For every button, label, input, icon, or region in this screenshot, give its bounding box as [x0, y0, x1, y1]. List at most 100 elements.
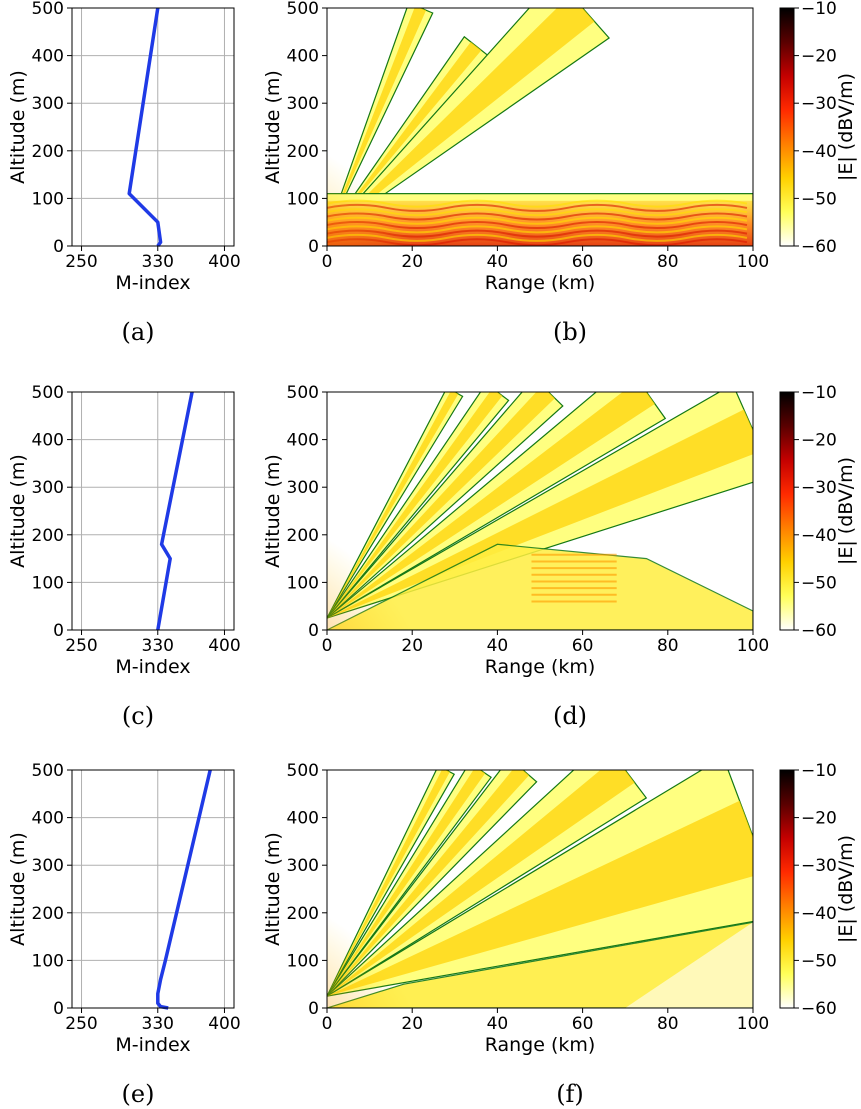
- panel-label: (e): [122, 1080, 155, 1108]
- field-lobe-core: [327, 409, 753, 619]
- colorbar-label: |E| (dBV/m): [835, 73, 857, 181]
- y-tick-label: 400: [287, 431, 319, 451]
- field-frame: [326, 7, 754, 247]
- colorbar-tick-label: −20: [801, 431, 837, 451]
- y-tick-label: 0: [53, 621, 64, 641]
- x-tick-label: 60: [572, 636, 594, 656]
- y-tick-label: 300: [32, 478, 64, 498]
- profile-frame: [71, 769, 235, 1009]
- x-tick-label: 250: [65, 636, 97, 656]
- x-tick-label: 80: [657, 636, 679, 656]
- x-tick-label: 40: [487, 636, 509, 656]
- x-tick-label: 0: [322, 252, 333, 272]
- shadow-fade: [625, 922, 753, 1008]
- profile-plot-area: [72, 770, 234, 1008]
- source-glow-area: [327, 508, 437, 630]
- x-axis-label: M-index: [115, 1034, 190, 1056]
- colorbar-tick-label: −10: [801, 0, 837, 19]
- y-tick-label: 200: [32, 526, 64, 546]
- y-tick-label: 300: [287, 856, 319, 876]
- colorbar-tick-label: −10: [801, 761, 837, 781]
- colorbar-tick-label: −40: [801, 526, 837, 546]
- x-tick-label: 80: [657, 1014, 679, 1034]
- y-tick-label: 500: [287, 0, 319, 19]
- colorbar-tick-label: −20: [801, 47, 837, 67]
- x-tick-label: 100: [737, 252, 769, 272]
- y-tick-label: 300: [32, 856, 64, 876]
- y-tick-label: 500: [32, 383, 64, 403]
- panel-label: (c): [122, 702, 154, 730]
- field-frame: [326, 769, 754, 1009]
- x-tick-label: 20: [401, 636, 423, 656]
- profile-frame: [71, 7, 235, 247]
- colorbar-tick-label: −30: [801, 856, 837, 876]
- profile-panel-1: 250 330 400 0 100 200 300 400 500 M-index Altitude…: [7, 383, 241, 730]
- y-tick-label: 100: [32, 573, 64, 593]
- y-tick-label: 500: [32, 761, 64, 781]
- panel-label: (a): [121, 318, 154, 346]
- field-panel-1: 0 20 40 60 80 100 0 100 200 300 400 500 Range (km) Al…: [262, 383, 769, 730]
- profile-panel-0: 250 330 400 0 100 200 300 400 500 M-index Altitude…: [7, 0, 241, 346]
- y-axis-label: Altitude (m): [262, 454, 284, 568]
- y-tick-label: 0: [308, 237, 319, 257]
- y-axis-label: Altitude (m): [262, 832, 284, 946]
- colorbar-1: −10 −20 −30 −40 −50 −60 |E| (dBV/m): [779, 383, 857, 641]
- colorbar-label: |E| (dBV/m): [835, 457, 857, 565]
- source-glow-area: [327, 124, 437, 246]
- y-tick-label: 400: [32, 809, 64, 829]
- colorbar-tick-label: −50: [801, 951, 837, 971]
- colorbar-tick-label: −50: [801, 573, 837, 593]
- colorbar-gradient: [779, 769, 795, 1009]
- x-axis-label: Range (km): [485, 1034, 596, 1056]
- panel-label: (d): [553, 702, 587, 730]
- x-tick-label: 80: [657, 252, 679, 272]
- x-tick-label: 20: [401, 1014, 423, 1034]
- y-tick-label: 500: [287, 761, 319, 781]
- x-tick-label: 330: [142, 1014, 174, 1034]
- y-axis-label: Altitude (m): [7, 70, 29, 184]
- y-tick-label: 100: [32, 189, 64, 209]
- x-tick-label: 250: [65, 1014, 97, 1034]
- y-tick-label: 200: [287, 526, 319, 546]
- colorbar-2: −10 −20 −30 −40 −50 −60 |E| (dBV/m): [779, 761, 857, 1019]
- colorbar-tick-label: −30: [801, 94, 837, 114]
- y-tick-label: 200: [287, 142, 319, 162]
- y-tick-label: 200: [32, 904, 64, 924]
- x-axis-label: Range (km): [485, 656, 596, 678]
- x-tick-label: 330: [142, 252, 174, 272]
- y-tick-label: 0: [308, 621, 319, 641]
- x-tick-label: 60: [572, 252, 594, 272]
- x-axis-label: Range (km): [485, 272, 596, 294]
- y-axis-label: Altitude (m): [7, 832, 29, 946]
- field-content: [327, 8, 753, 246]
- colorbar-gradient: [779, 391, 795, 631]
- field-content: [327, 392, 753, 630]
- y-tick-label: 0: [53, 237, 64, 257]
- profile-plot-area: [72, 392, 234, 630]
- x-tick-label: 0: [322, 636, 333, 656]
- field-lobe: [327, 770, 753, 997]
- y-tick-label: 400: [32, 47, 64, 67]
- y-tick-label: 400: [287, 47, 319, 67]
- source-glow-area: [327, 886, 437, 1008]
- x-tick-label: 60: [572, 1014, 594, 1034]
- y-tick-label: 300: [287, 478, 319, 498]
- m-index-profile-line: [156, 391, 194, 631]
- m-index-profile-line: [156, 769, 212, 1010]
- x-tick-label: 100: [737, 636, 769, 656]
- y-tick-label: 300: [287, 94, 319, 114]
- y-axis-label: Altitude (m): [262, 70, 284, 184]
- panel-label: (f): [556, 1080, 584, 1108]
- y-tick-label: 500: [32, 0, 64, 19]
- x-tick-label: 40: [487, 1014, 509, 1034]
- colorbar-0: −10 −20 −30 −40 −50 −60 |E| (dBV/m): [779, 0, 857, 257]
- y-tick-label: 400: [287, 809, 319, 829]
- field-frame: [326, 391, 754, 631]
- y-axis-label: Altitude (m): [7, 454, 29, 568]
- y-tick-label: 100: [287, 951, 319, 971]
- y-tick-label: 0: [308, 999, 319, 1019]
- x-tick-label: 400: [208, 636, 240, 656]
- colorbar-tick-label: −20: [801, 809, 837, 829]
- y-tick-label: 0: [53, 999, 64, 1019]
